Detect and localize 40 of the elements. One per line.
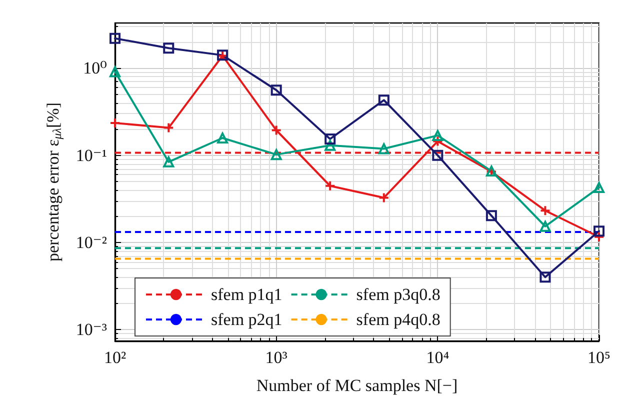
legend-label: sfem p4q0.8	[356, 310, 440, 329]
point	[432, 130, 444, 141]
point	[594, 231, 604, 242]
point	[270, 84, 282, 96]
point	[594, 182, 604, 194]
point	[432, 150, 444, 161]
point	[378, 192, 390, 204]
point	[110, 66, 120, 78]
point	[540, 205, 551, 216]
x-axis-title: Number of MC samples N[−]	[256, 376, 458, 395]
point	[324, 180, 336, 192]
x-tick-label: 10²	[104, 348, 126, 367]
y-axis-title: percentage error εμλ[%]	[44, 102, 64, 262]
x-tick-label: 10⁴	[426, 348, 450, 367]
point	[378, 94, 390, 106]
y-tick-label: 10⁻¹	[76, 146, 107, 165]
y-tick-label: 10⁻²	[76, 232, 107, 252]
legend-label: sfem p2q1	[211, 310, 282, 329]
y-tick-label: 10⁻³	[76, 320, 107, 340]
point	[594, 226, 604, 237]
point	[163, 42, 174, 54]
x-tick-label: 10³	[265, 348, 288, 367]
point	[540, 220, 551, 232]
point	[378, 143, 390, 154]
point	[110, 117, 120, 128]
point	[163, 122, 174, 134]
point	[486, 210, 497, 222]
point	[110, 32, 120, 44]
point	[270, 149, 282, 160]
legend-label: sfem p3q0.8	[356, 285, 440, 304]
point	[324, 133, 336, 144]
point	[217, 132, 228, 144]
point	[163, 156, 174, 168]
point	[432, 136, 444, 147]
point	[540, 272, 551, 283]
legend-label: sfem p1q1	[211, 285, 282, 304]
y-tick-label: 10⁰	[83, 58, 108, 78]
point	[324, 140, 336, 151]
point	[270, 124, 282, 136]
x-tick-label: 10⁵	[588, 348, 611, 367]
